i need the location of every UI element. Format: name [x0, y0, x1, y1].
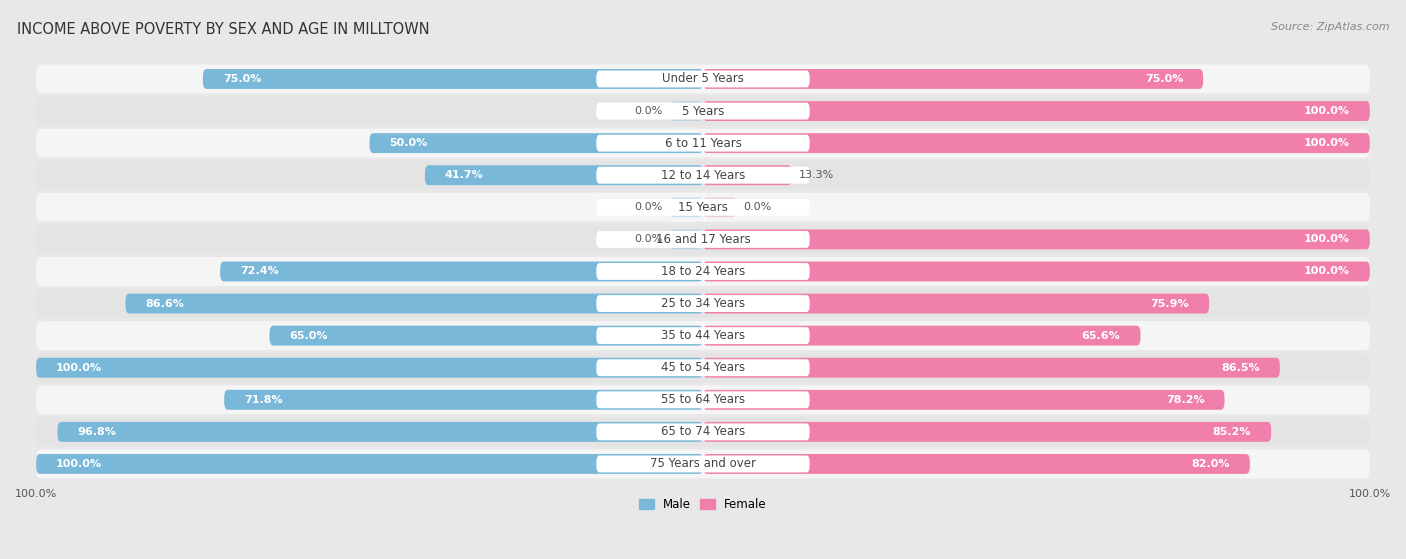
Text: 100.0%: 100.0%: [56, 363, 103, 373]
FancyBboxPatch shape: [703, 133, 1369, 153]
FancyBboxPatch shape: [596, 199, 810, 216]
FancyBboxPatch shape: [703, 69, 1204, 89]
FancyBboxPatch shape: [669, 229, 703, 249]
Text: 86.5%: 86.5%: [1222, 363, 1260, 373]
FancyBboxPatch shape: [596, 135, 810, 151]
FancyBboxPatch shape: [37, 385, 1369, 414]
Text: 45 to 54 Years: 45 to 54 Years: [661, 361, 745, 374]
FancyBboxPatch shape: [37, 161, 1369, 190]
FancyBboxPatch shape: [703, 229, 1369, 249]
FancyBboxPatch shape: [703, 454, 1250, 474]
Text: 12 to 14 Years: 12 to 14 Years: [661, 169, 745, 182]
FancyBboxPatch shape: [37, 454, 703, 474]
Text: 78.2%: 78.2%: [1166, 395, 1205, 405]
FancyBboxPatch shape: [37, 64, 1369, 93]
FancyBboxPatch shape: [596, 295, 810, 312]
Text: 41.7%: 41.7%: [444, 170, 484, 180]
Text: 16 and 17 Years: 16 and 17 Years: [655, 233, 751, 246]
Text: 65 to 74 Years: 65 to 74 Years: [661, 425, 745, 438]
Text: 15 Years: 15 Years: [678, 201, 728, 214]
FancyBboxPatch shape: [37, 225, 1369, 254]
FancyBboxPatch shape: [37, 321, 1369, 350]
FancyBboxPatch shape: [37, 353, 1369, 382]
Text: 82.0%: 82.0%: [1191, 459, 1230, 469]
FancyBboxPatch shape: [221, 262, 703, 281]
Text: 85.2%: 85.2%: [1212, 427, 1251, 437]
Text: 96.8%: 96.8%: [77, 427, 117, 437]
Text: 100.0%: 100.0%: [1303, 234, 1350, 244]
FancyBboxPatch shape: [596, 456, 810, 472]
Text: 72.4%: 72.4%: [240, 267, 278, 277]
Text: 5 Years: 5 Years: [682, 105, 724, 117]
FancyBboxPatch shape: [703, 293, 1209, 314]
Legend: Male, Female: Male, Female: [634, 493, 772, 515]
FancyBboxPatch shape: [224, 390, 703, 410]
Text: 100.0%: 100.0%: [56, 459, 103, 469]
FancyBboxPatch shape: [596, 423, 810, 440]
FancyBboxPatch shape: [703, 358, 1279, 378]
FancyBboxPatch shape: [370, 133, 703, 153]
Text: 0.0%: 0.0%: [742, 202, 772, 212]
FancyBboxPatch shape: [703, 262, 1369, 281]
Text: 0.0%: 0.0%: [634, 106, 664, 116]
FancyBboxPatch shape: [596, 391, 810, 408]
Text: 100.0%: 100.0%: [1303, 267, 1350, 277]
Text: 55 to 64 Years: 55 to 64 Years: [661, 394, 745, 406]
FancyBboxPatch shape: [596, 231, 810, 248]
FancyBboxPatch shape: [58, 422, 703, 442]
Text: 6 to 11 Years: 6 to 11 Years: [665, 136, 741, 150]
Text: 0.0%: 0.0%: [634, 234, 664, 244]
FancyBboxPatch shape: [270, 326, 703, 345]
Text: 75.0%: 75.0%: [222, 74, 262, 84]
Text: 65.0%: 65.0%: [290, 330, 328, 340]
Text: Under 5 Years: Under 5 Years: [662, 73, 744, 86]
Text: 13.3%: 13.3%: [799, 170, 834, 180]
FancyBboxPatch shape: [37, 358, 703, 378]
FancyBboxPatch shape: [596, 103, 810, 120]
FancyBboxPatch shape: [596, 167, 810, 184]
Text: 50.0%: 50.0%: [389, 138, 427, 148]
FancyBboxPatch shape: [37, 289, 1369, 318]
FancyBboxPatch shape: [202, 69, 703, 89]
FancyBboxPatch shape: [669, 101, 703, 121]
Text: 100.0%: 100.0%: [1303, 138, 1350, 148]
FancyBboxPatch shape: [669, 197, 703, 217]
Text: 75.0%: 75.0%: [1144, 74, 1184, 84]
Text: 86.6%: 86.6%: [145, 299, 184, 309]
FancyBboxPatch shape: [37, 97, 1369, 125]
Text: INCOME ABOVE POVERTY BY SEX AND AGE IN MILLTOWN: INCOME ABOVE POVERTY BY SEX AND AGE IN M…: [17, 22, 429, 37]
FancyBboxPatch shape: [703, 326, 1140, 345]
Text: 18 to 24 Years: 18 to 24 Years: [661, 265, 745, 278]
Text: 25 to 34 Years: 25 to 34 Years: [661, 297, 745, 310]
FancyBboxPatch shape: [703, 390, 1225, 410]
Text: 75 Years and over: 75 Years and over: [650, 457, 756, 471]
FancyBboxPatch shape: [37, 418, 1369, 446]
Text: Source: ZipAtlas.com: Source: ZipAtlas.com: [1271, 22, 1389, 32]
FancyBboxPatch shape: [596, 359, 810, 376]
FancyBboxPatch shape: [125, 293, 703, 314]
Text: 71.8%: 71.8%: [245, 395, 283, 405]
FancyBboxPatch shape: [37, 449, 1369, 479]
FancyBboxPatch shape: [703, 165, 792, 185]
FancyBboxPatch shape: [703, 422, 1271, 442]
FancyBboxPatch shape: [37, 257, 1369, 286]
FancyBboxPatch shape: [596, 263, 810, 280]
FancyBboxPatch shape: [703, 101, 1369, 121]
FancyBboxPatch shape: [596, 70, 810, 87]
FancyBboxPatch shape: [425, 165, 703, 185]
FancyBboxPatch shape: [37, 193, 1369, 222]
Text: 0.0%: 0.0%: [634, 202, 664, 212]
Text: 35 to 44 Years: 35 to 44 Years: [661, 329, 745, 342]
FancyBboxPatch shape: [703, 197, 737, 217]
Text: 75.9%: 75.9%: [1150, 299, 1189, 309]
Text: 65.6%: 65.6%: [1081, 330, 1121, 340]
Text: 100.0%: 100.0%: [1303, 106, 1350, 116]
FancyBboxPatch shape: [37, 129, 1369, 158]
FancyBboxPatch shape: [596, 327, 810, 344]
